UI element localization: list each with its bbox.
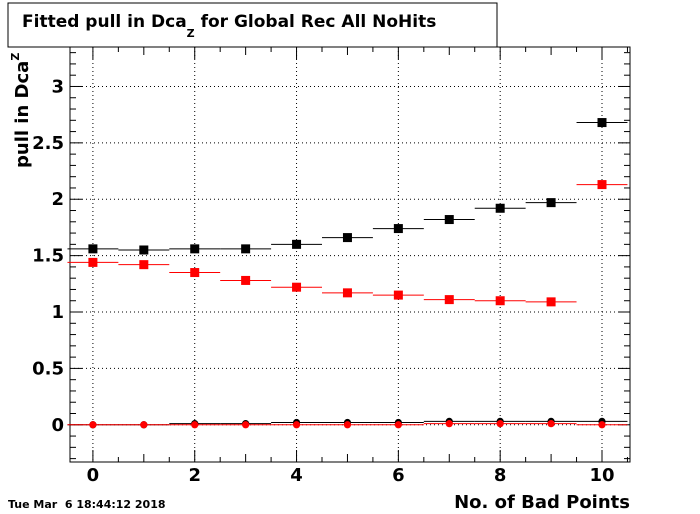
plot-frame [69,46,631,463]
y-axis-title: pull in DcaZ [9,53,33,168]
data-point-square [342,288,352,298]
data-point-square [444,215,454,225]
y-tick-label: 1.5 [32,246,64,267]
y-tick-label: 2 [51,189,64,210]
data-point-circle [496,420,504,428]
data-point-square [241,275,251,285]
data-point-square [88,257,98,267]
data-point-square [292,239,302,249]
data-point-circle [242,421,250,429]
data-point-square [88,244,98,254]
data-point-square [495,296,505,306]
data-point-square [546,297,556,307]
data-point-circle [394,421,402,429]
data-point-circle [140,421,148,429]
data-point-square [444,295,454,305]
data-point-circle [547,420,555,428]
series-3 [67,420,628,429]
data-point-square [546,198,556,208]
x-tick-label: 2 [188,465,201,486]
data-point-square [190,268,200,278]
y-tick-label: 1 [51,302,64,323]
y-tick-label: 3 [51,76,64,97]
x-tick-label: 4 [290,465,303,486]
axis-ticks [70,47,630,462]
data-point-circle [191,421,199,429]
x-tick-label: 10 [589,465,614,486]
data-series [67,118,628,429]
data-point-square [597,180,607,190]
data-point-square [241,244,251,254]
data-point-square [495,203,505,213]
y-tick-label: 0 [51,415,64,436]
data-point-square [597,118,607,128]
data-point-square [342,233,352,243]
x-axis-title: No. of Bad Points [454,492,630,513]
x-tick-label: 8 [494,465,507,486]
data-point-circle [89,421,97,429]
data-point-square [190,244,200,254]
y-tick-label: 0.5 [32,358,64,379]
y-tick-label: 2.5 [32,133,64,154]
x-tick-label: 6 [392,465,405,486]
series-0 [67,118,628,255]
tick-labels: 0 2 4 6 8 10 0 0.5 1 1.5 2 2.5 3 [32,76,614,486]
data-point-square [139,245,149,255]
x-tick-label: 0 [87,465,100,486]
data-point-circle [445,420,453,428]
grid-lines [70,47,630,462]
data-point-square [292,282,302,292]
data-point-circle [292,421,301,429]
data-point-circle [343,421,352,429]
timestamp: Tue Mar 6 18:44:12 2018 [8,498,166,511]
series-1 [67,180,628,307]
title-box [7,2,498,48]
data-point-square [139,260,149,270]
data-point-square [393,224,403,234]
chart-title: Fitted pull in DcaZ for Global Rec All N… [22,12,436,40]
data-point-circle [598,421,606,429]
data-point-square [393,290,403,300]
